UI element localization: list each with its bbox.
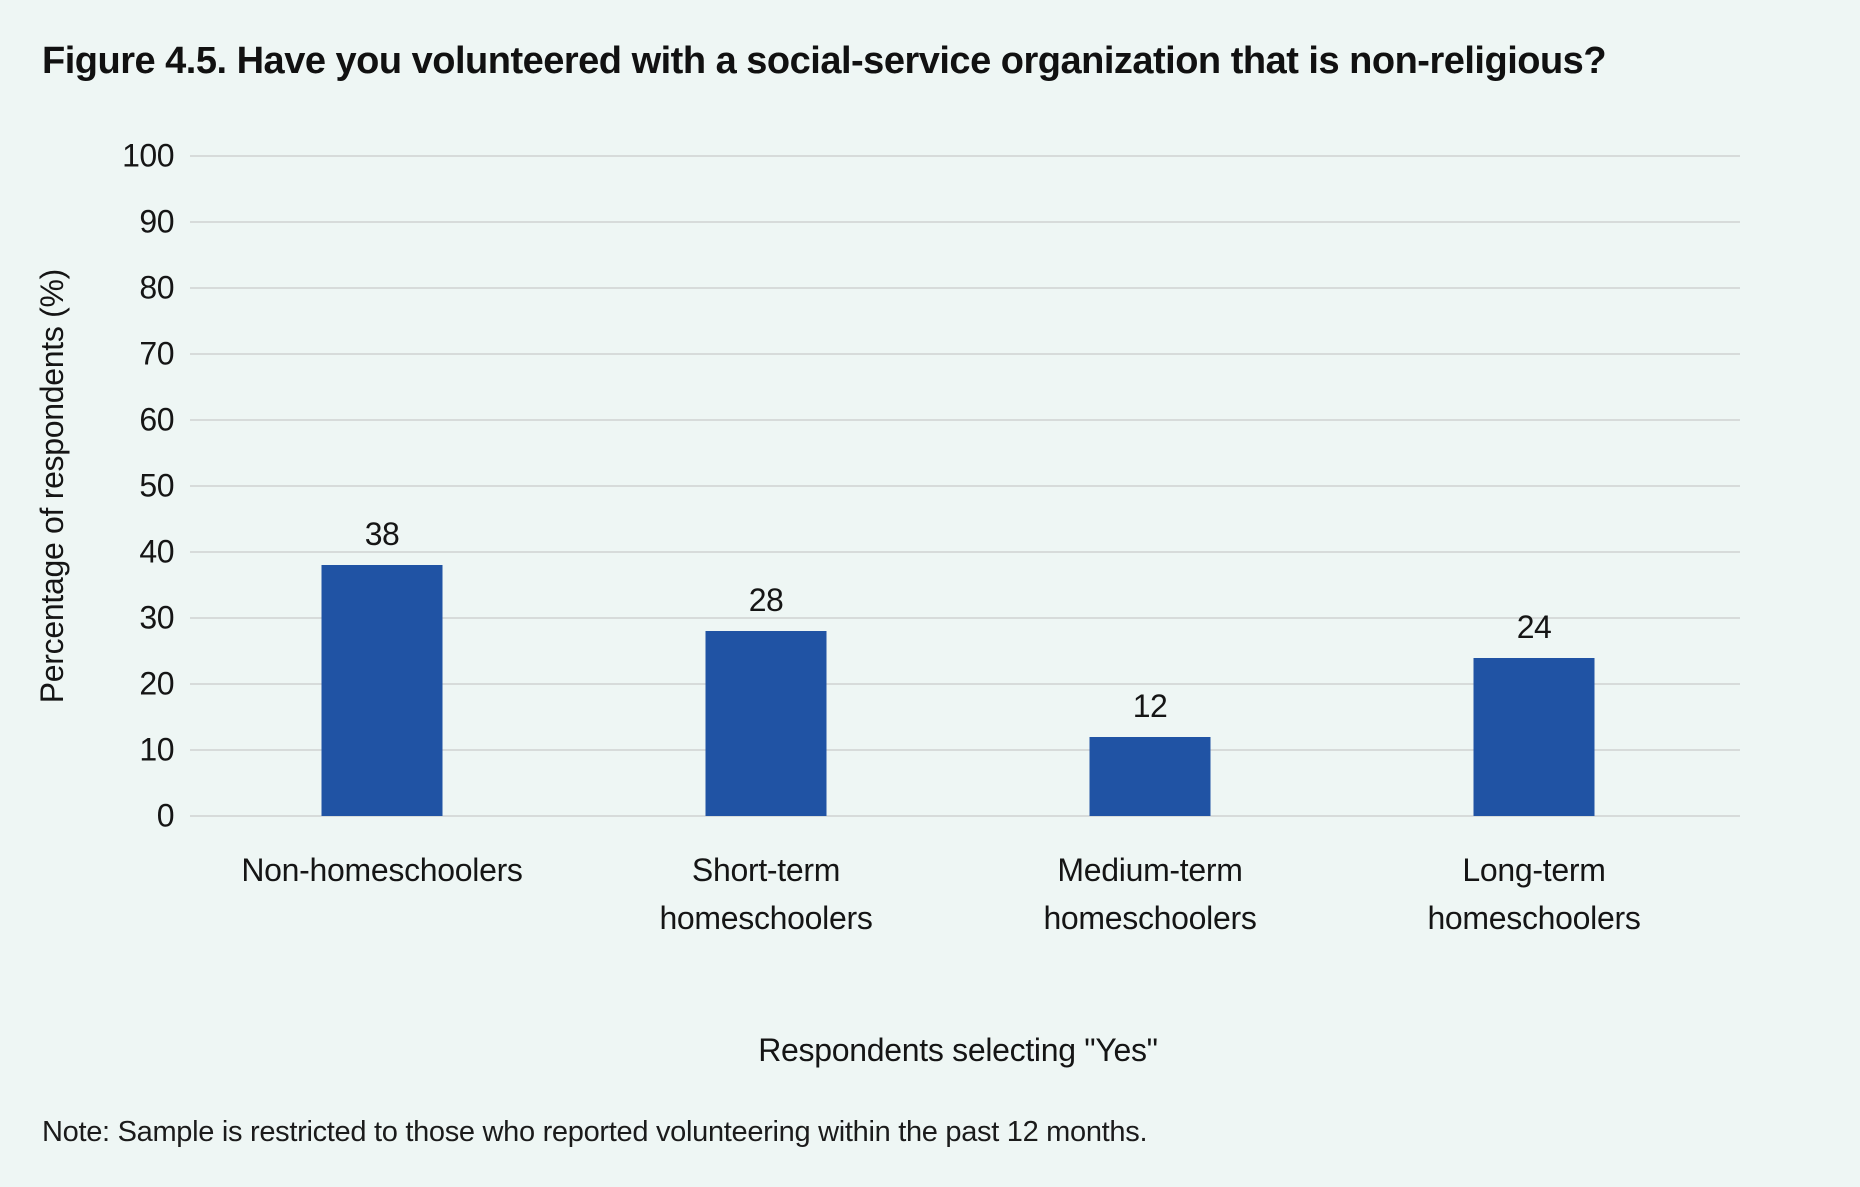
- bar-value-label-3: 24: [1516, 608, 1552, 645]
- gridline-y-30: [190, 617, 1740, 619]
- y-tick-label-0: 0: [156, 797, 175, 834]
- x-tick-label-2: Medium-term homeschoolers: [958, 846, 1342, 942]
- bar-slot-3: 24 Long-term homeschoolers: [1342, 156, 1726, 936]
- y-tick-label-80: 80: [139, 269, 174, 306]
- bar-slot-0: 38 Non-homeschoolers: [190, 156, 574, 888]
- gridline-y-90: [190, 221, 1740, 223]
- y-tick-label-60: 60: [139, 401, 174, 438]
- gridline-y-80: [190, 287, 1740, 289]
- bar-2: [1089, 736, 1211, 816]
- y-axis-title-text: Percentage of respondents (%): [33, 268, 70, 704]
- x-tick-label-0: Non-homeschoolers: [190, 846, 574, 894]
- x-tick-label-1: Short-term homeschoolers: [574, 846, 958, 942]
- plot-area: 0 10 20 30 40 50 60 70 80 90 100 38 Non-homeschooler…: [122, 138, 1740, 936]
- gridline-y-50: [190, 485, 1740, 487]
- gridline-y-60: [190, 419, 1740, 421]
- gridline-y-20: [190, 683, 1740, 685]
- x-tick-label-text-2: Medium-term homeschoolers: [1043, 852, 1257, 936]
- x-tick-label-text-3: Long-term homeschoolers: [1427, 852, 1641, 936]
- gridline-y-0: [190, 815, 1740, 817]
- bar-value-label-0: 38: [364, 516, 400, 553]
- gridline-y-40: [190, 551, 1740, 553]
- chart-title: Figure 4.5. Have you volunteered with a …: [42, 40, 1607, 82]
- x-tick-label-text-0: Non-homeschoolers: [241, 852, 523, 888]
- bar-value-label-2: 12: [1132, 687, 1168, 724]
- y-tick-label-70: 70: [139, 335, 174, 372]
- bar-0: [321, 565, 443, 816]
- x-tick-label-3: Long-term homeschoolers: [1342, 846, 1726, 942]
- gridline-y-100: [190, 155, 1740, 157]
- bar-1: [705, 631, 827, 816]
- bar-3: [1473, 657, 1595, 816]
- figure-note: Note: Sample is restricted to those who …: [42, 1116, 1148, 1148]
- bar-value-label-1: 28: [748, 582, 784, 619]
- x-axis-title: Respondents selecting "Yes": [758, 1032, 1158, 1068]
- y-tick-label-90: 90: [139, 203, 174, 240]
- gridline-y-70: [190, 353, 1740, 355]
- bar-slot-2: 12 Medium-term homeschoolers: [958, 156, 1342, 936]
- y-axis-title: Percentage of respondents (%): [28, 156, 76, 816]
- y-tick-label-30: 30: [139, 599, 174, 636]
- y-tick-label-50: 50: [139, 467, 174, 504]
- y-tick-label-20: 20: [139, 665, 174, 702]
- y-tick-label-10: 10: [139, 731, 174, 768]
- bar-slot-1: 28 Short-term homeschoolers: [574, 156, 958, 936]
- y-tick-label-40: 40: [139, 533, 174, 570]
- x-tick-label-text-1: Short-term homeschoolers: [659, 852, 873, 936]
- gridline-y-10: [190, 749, 1740, 751]
- y-tick-label-100: 100: [122, 137, 174, 174]
